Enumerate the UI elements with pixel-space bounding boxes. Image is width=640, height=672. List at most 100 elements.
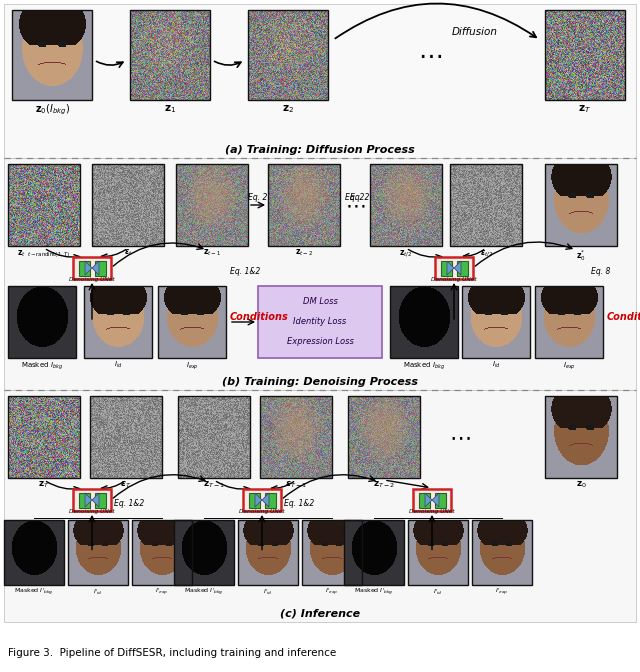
Text: $I'_{id}$: $I'_{id}$ (93, 587, 103, 597)
Bar (344, 520, 404, 585)
Text: $\mathbf{z}_{t/2}$: $\mathbf{z}_{t/2}$ (399, 248, 413, 259)
Bar (248, 10, 328, 100)
Text: Masked $I'_{bkg}$: Masked $I'_{bkg}$ (355, 587, 394, 598)
Text: $\cdots$: $\cdots$ (345, 195, 365, 215)
Text: Eq. 1&2: Eq. 1&2 (114, 499, 144, 509)
Text: Expression Loss: Expression Loss (287, 337, 353, 347)
Bar (68, 520, 128, 585)
Bar (92, 164, 164, 246)
Text: Denoising UNet: Denoising UNet (69, 277, 115, 282)
Bar (95, 493, 106, 507)
Bar (370, 164, 442, 246)
Text: $\mathbf{z}_0(I_{bkg})$: $\mathbf{z}_0(I_{bkg})$ (35, 103, 70, 118)
Bar (73, 257, 111, 279)
Text: Conditions: Conditions (230, 312, 289, 322)
Bar (440, 261, 451, 276)
Bar (348, 396, 420, 478)
Text: $\boldsymbol{\epsilon}_T$: $\boldsymbol{\epsilon}_T$ (120, 480, 132, 491)
Bar (472, 520, 532, 585)
Text: Masked $I_{bkg}$: Masked $I_{bkg}$ (21, 360, 63, 372)
Text: $I'_{exp}$: $I'_{exp}$ (156, 587, 169, 598)
Bar (79, 493, 90, 507)
Bar (248, 493, 259, 507)
Text: $\boldsymbol{\epsilon}_{T-1}$: $\boldsymbol{\epsilon}_{T-1}$ (285, 480, 307, 491)
Bar (535, 286, 603, 358)
Polygon shape (85, 261, 92, 275)
Bar (158, 286, 226, 358)
Bar (456, 261, 467, 276)
Text: DM Loss: DM Loss (303, 298, 337, 306)
Polygon shape (454, 261, 461, 275)
Polygon shape (92, 261, 99, 275)
Bar (545, 10, 625, 100)
Polygon shape (432, 493, 439, 507)
Polygon shape (85, 493, 92, 507)
Text: $\cdots$: $\cdots$ (418, 43, 442, 67)
Bar (264, 493, 275, 507)
Text: Eq. 2: Eq. 2 (346, 193, 365, 202)
Text: Conditions: Conditions (607, 312, 640, 322)
Text: Masked $I'_{bkg}$: Masked $I'_{bkg}$ (184, 587, 224, 598)
Text: Identity Loss: Identity Loss (293, 317, 347, 327)
Polygon shape (262, 493, 269, 507)
Polygon shape (255, 493, 262, 507)
Bar (178, 396, 250, 478)
Text: $I'_{exp}$: $I'_{exp}$ (325, 587, 339, 598)
Bar (4, 390, 636, 622)
Bar (95, 261, 106, 276)
Text: $\mathbf{z}_{t-2}$: $\mathbf{z}_{t-2}$ (295, 248, 313, 259)
Text: Masked $I'_{bkg}$: Masked $I'_{bkg}$ (14, 587, 54, 598)
Bar (419, 493, 429, 507)
Bar (12, 10, 92, 100)
Bar (435, 257, 473, 279)
Text: Eq. 2: Eq. 2 (248, 193, 268, 202)
Bar (8, 286, 76, 358)
Bar (462, 286, 530, 358)
Text: $\mathbf{z}_2$: $\mathbf{z}_2$ (282, 103, 294, 115)
Text: $I'_{id}$: $I'_{id}$ (263, 587, 273, 597)
Text: $I_{exp}$: $I_{exp}$ (563, 360, 575, 372)
Bar (132, 520, 192, 585)
Bar (4, 158, 636, 390)
Bar (435, 493, 445, 507)
Text: $\cdots$: $\cdots$ (449, 427, 471, 447)
Bar (8, 164, 80, 246)
Text: Eq. 1&2: Eq. 1&2 (284, 499, 314, 509)
Text: (b) Training: Denoising Process: (b) Training: Denoising Process (222, 377, 418, 387)
Bar (260, 396, 332, 478)
Bar (243, 489, 281, 511)
Text: Figure 3.  Pipeline of DiffSESR, including training and inference: Figure 3. Pipeline of DiffSESR, includin… (8, 648, 336, 658)
Bar (390, 286, 458, 358)
FancyBboxPatch shape (258, 286, 382, 358)
Bar (174, 520, 234, 585)
Bar (4, 4, 636, 158)
Bar (545, 396, 617, 478)
Text: $I'_{exp}$: $I'_{exp}$ (495, 587, 509, 598)
Text: Diffusion: Diffusion (452, 27, 498, 37)
Bar (176, 164, 248, 246)
Text: $\boldsymbol{\epsilon}_{t}$: $\boldsymbol{\epsilon}_{t}$ (124, 248, 132, 259)
Text: $\mathbf{z}_1$: $\mathbf{z}_1$ (164, 103, 176, 115)
Bar (79, 261, 90, 276)
Bar (73, 489, 111, 511)
Bar (268, 164, 340, 246)
Text: Denoising UNet: Denoising UNet (239, 509, 285, 514)
Text: $\boldsymbol{\epsilon}_{t/2}$: $\boldsymbol{\epsilon}_{t/2}$ (479, 248, 492, 259)
Text: Masked $I_{bkg}$: Masked $I_{bkg}$ (403, 360, 445, 372)
Text: (c) Inference: (c) Inference (280, 609, 360, 619)
Text: $\mathbf{z}_0$: $\mathbf{z}_0$ (575, 480, 586, 491)
Bar (413, 489, 451, 511)
Text: $I'_{id}$: $I'_{id}$ (433, 587, 443, 597)
Text: Denoising UNet: Denoising UNet (69, 509, 115, 514)
Bar (545, 164, 617, 246)
Bar (8, 396, 80, 478)
Text: $\mathbf{z}^{*}_{0}$: $\mathbf{z}^{*}_{0}$ (576, 248, 586, 263)
Text: Denoising UNet: Denoising UNet (431, 277, 477, 282)
Bar (4, 520, 64, 585)
Text: Eq. 2: Eq. 2 (350, 193, 369, 202)
Polygon shape (92, 493, 99, 507)
Bar (238, 520, 298, 585)
Text: $\mathbf{z}_T$: $\mathbf{z}_T$ (38, 480, 50, 491)
Text: $I_{exp}$: $I_{exp}$ (186, 360, 198, 372)
Text: $\mathbf{z}_{T-1}$: $\mathbf{z}_{T-1}$ (203, 480, 225, 491)
